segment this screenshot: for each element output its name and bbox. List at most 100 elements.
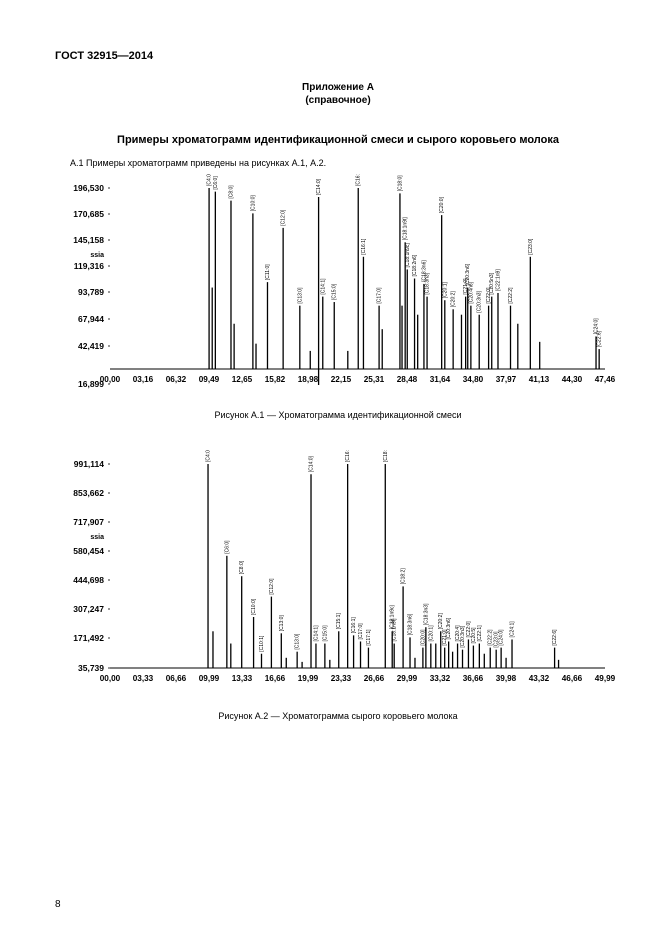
svg-text:[C20:3n6]: [C20:3n6] [446,617,452,639]
svg-text:580,454: 580,454 [73,546,104,556]
svg-text:93,789: 93,789 [78,287,104,297]
svg-text:[C17:0]: [C17:0] [377,287,383,304]
svg-text:[C15:0]: [C15:0] [322,625,328,642]
svg-text:[C20:4n6]: [C20:4n6] [468,281,474,303]
svg-text:[C20:1]: [C20:1] [442,281,448,298]
svg-text:[C18:1n9t]: [C18:1n9t] [403,217,409,241]
svg-text:[C12:0]: [C12:0] [281,209,287,226]
svg-text:[C10:0]: [C10:0] [250,195,256,212]
svg-text:23,33: 23,33 [331,674,352,683]
svg-text:[C18:2]: [C18:2] [401,568,407,585]
svg-text:[C20:3n3]: [C20:3n3] [477,290,483,312]
svg-text:[C11:0]: [C11:0] [265,264,271,280]
chromatogram-a-svg: 196,530 170,685 145,158 ssia 119,316 93,789 67… [55,174,615,404]
svg-text:[C16:0]: [C16:0] [345,450,351,462]
chromatogram-b: 991,114 853,662 717,907 ssia 580,454 444,698 3… [55,450,621,705]
svg-text:145,158: 145,158 [73,235,104,245]
svg-text:15,82: 15,82 [265,375,286,384]
svg-text:06,32: 06,32 [166,375,187,384]
svg-text:37,97: 37,97 [496,375,517,384]
svg-text:49,99: 49,99 [595,674,615,683]
svg-text:26,66: 26,66 [364,674,385,683]
svg-text:[C24:0]: [C24:0] [499,629,505,646]
svg-text:67,944: 67,944 [78,314,104,324]
svg-text:[C14:1]: [C14:1] [313,625,319,642]
svg-text:[C16:1]: [C16:1] [361,238,367,255]
svg-text:19,99: 19,99 [298,674,319,683]
svg-text:[C18:3n3]: [C18:3n3] [425,272,431,294]
svg-text:[C6:0]: [C6:0] [213,176,219,190]
svg-text:[C22:6]: [C22:6] [597,330,603,347]
svg-text:[C6:0]: [C6:0] [224,540,230,554]
svg-text:[C18:1n9t]: [C18:1n9t] [392,618,398,642]
svg-text:36,66: 36,66 [463,674,484,683]
svg-text:[C18:0]: [C18:0] [397,175,403,192]
svg-text:170,685: 170,685 [73,209,104,219]
svg-text:[C18:3n3]: [C18:3n3] [423,603,429,625]
svg-text:39,98: 39,98 [496,674,517,683]
svg-text:29,99: 29,99 [397,674,418,683]
svg-text:31,64: 31,64 [430,375,451,384]
svg-text:33,32: 33,32 [430,674,451,683]
svg-text:47,46: 47,46 [595,375,615,384]
svg-text:09,49: 09,49 [199,375,220,384]
svg-text:34,80: 34,80 [463,375,484,384]
svg-text:00,00: 00,00 [100,375,121,384]
svg-text:[C14:1]: [C14:1] [320,278,326,295]
svg-text:444,698: 444,698 [73,575,104,585]
svg-text:[C17:0]: [C17:0] [358,623,364,640]
svg-text:[C20:2]: [C20:2] [451,291,457,308]
svg-text:[C10:1]: [C10:1] [259,635,265,652]
svg-text:[C14:0]: [C14:0] [316,178,322,195]
svg-text:853,662: 853,662 [73,488,104,498]
svg-text:[C20:5n3]: [C20:5n3] [489,272,495,294]
svg-text:22,15: 22,15 [331,375,352,384]
svg-text:[C15:1]: [C15:1] [336,613,342,630]
svg-text:[C4:0]: [C4:0] [206,450,212,462]
figure-a-caption: Рисунок А.1 — Хроматограмма идентификаци… [55,410,621,420]
svg-text:[C13:0]: [C13:0] [279,615,285,632]
svg-text:[C16:0]: [C16:0] [356,174,362,186]
svg-text:[C15:0]: [C15:0] [332,283,338,300]
svg-text:[C18:1n9c]: [C18:1n9c] [405,243,411,268]
svg-text:ssia: ssia [90,534,104,541]
svg-text:12,65: 12,65 [232,375,253,384]
svg-text:991,114: 991,114 [74,459,105,469]
svg-text:307,247: 307,247 [73,604,104,614]
svg-text:[C18:2n6]: [C18:2n6] [412,254,418,276]
svg-text:35,739: 35,739 [78,663,104,673]
svg-text:[C18:0]: [C18:0] [383,450,389,462]
svg-text:196,530: 196,530 [73,183,104,193]
svg-text:[C20:2]: [C20:2] [438,613,444,630]
svg-text:41,13: 41,13 [529,375,550,384]
svg-text:16,66: 16,66 [265,674,286,683]
svg-text:[C17:1]: [C17:1] [366,629,372,646]
svg-text:[C20:1]: [C20:1] [428,625,434,642]
svg-text:[C22:1n9]: [C22:1n9] [495,269,501,291]
annex-title: Приложение А [55,82,621,93]
page-number: 8 [55,899,61,910]
svg-text:[C13:0]: [C13:0] [295,633,301,650]
svg-text:[C10:0]: [C10:0] [251,598,257,615]
section-title: Примеры хроматограмм идентификационной с… [55,134,621,146]
svg-text:06,66: 06,66 [166,674,187,683]
svg-text:[C22:1]: [C22:1] [477,625,483,642]
svg-text:42,419: 42,419 [78,341,104,351]
svg-text:28,48: 28,48 [397,375,418,384]
chromatogram-b-svg: 991,114 853,662 717,907 ssia 580,454 444,698 3… [55,450,615,705]
svg-text:ssia: ssia [90,252,104,259]
svg-text:717,907: 717,907 [73,517,104,527]
svg-text:25,31: 25,31 [364,375,385,384]
svg-text:[C12:0]: [C12:0] [269,578,275,595]
svg-text:[C23:0]: [C23:0] [528,238,534,255]
svg-text:171,492: 171,492 [73,633,104,643]
svg-text:13,33: 13,33 [232,674,253,683]
svg-text:[C20:0]: [C20:0] [439,196,445,213]
chromatogram-a: 196,530 170,685 145,158 ssia 119,316 93,789 67… [55,174,621,404]
svg-text:119,316: 119,316 [74,261,105,271]
figure-b-caption: Рисунок А.2 — Хроматограмма сырого коров… [55,711,621,721]
svg-text:[C14:0]: [C14:0] [309,455,315,472]
svg-text:[C8:0]: [C8:0] [239,560,245,574]
svg-text:[C16:1]: [C16:1] [351,617,357,634]
svg-text:[C22:2]: [C22:2] [508,287,514,304]
